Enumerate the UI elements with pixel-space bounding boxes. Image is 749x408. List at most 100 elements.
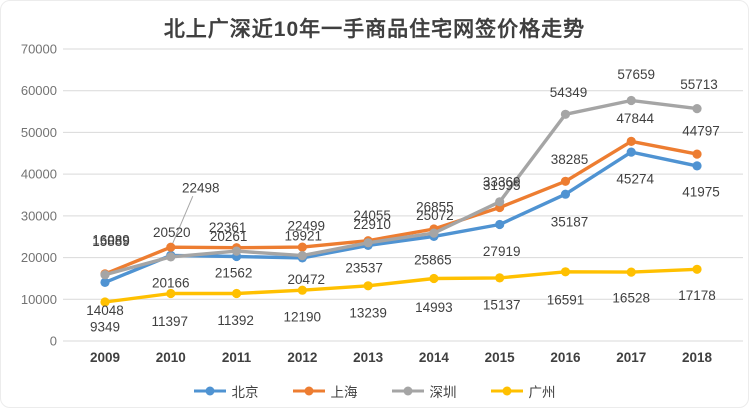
data-label: 22499 <box>288 219 326 234</box>
y-tick-label: 10000 <box>21 292 57 307</box>
data-label: 22498 <box>182 181 220 196</box>
data-point-marker <box>560 109 571 119</box>
data-label: 20520 <box>153 225 191 240</box>
y-tick-label: 0 <box>50 334 57 349</box>
data-label: 22910 <box>353 217 391 232</box>
legend-marker-icon <box>490 386 523 396</box>
data-label: 17178 <box>678 288 716 303</box>
legend-marker-icon <box>391 386 424 396</box>
chart-title: 北上广深近10年一手商品住宅网签价格走势 <box>163 18 586 41</box>
data-point-marker <box>363 281 373 291</box>
data-point-marker <box>363 238 373 248</box>
data-label: 33369 <box>483 174 521 189</box>
data-label: 16591 <box>547 292 585 307</box>
data-label: 19921 <box>285 228 323 243</box>
data-label: 9349 <box>90 320 120 335</box>
data-label: 13239 <box>349 305 387 320</box>
data-label: 38285 <box>551 152 589 167</box>
data-label: 41975 <box>682 184 720 199</box>
data-label: 20261 <box>210 229 248 244</box>
data-label: 55713 <box>680 77 718 92</box>
data-point-marker <box>231 246 242 256</box>
series-line-广州 <box>103 267 699 304</box>
data-point-marker <box>166 242 176 252</box>
x-tick-label: 2010 <box>156 350 186 365</box>
data-label: 24055 <box>353 208 391 223</box>
data-label: 25865 <box>414 253 452 268</box>
data-point-marker <box>495 197 505 207</box>
y-tick-label: 30000 <box>21 208 57 223</box>
data-label-callout-line <box>172 195 194 244</box>
y-tick-label: 60000 <box>21 83 57 98</box>
data-point-marker <box>429 273 439 284</box>
data-point-marker <box>166 288 176 299</box>
data-label: 16089 <box>92 232 130 247</box>
chart-legend: 北京 上海 深圳 广州 <box>1 381 748 401</box>
data-label: 31995 <box>483 178 521 193</box>
data-point-marker <box>560 189 571 199</box>
x-tick-label: 2012 <box>287 350 317 365</box>
data-point-marker <box>626 147 636 157</box>
data-label: 44797 <box>682 124 720 139</box>
data-label: 14993 <box>415 300 453 315</box>
legend-label: 上海 <box>330 385 358 400</box>
data-point-marker <box>626 95 636 106</box>
x-tick-label: 2018 <box>682 350 713 365</box>
data-label: 12190 <box>284 310 322 325</box>
data-point-marker <box>560 267 571 277</box>
data-point-marker <box>297 285 307 295</box>
data-label: 11397 <box>152 314 189 329</box>
data-point-marker <box>495 273 505 283</box>
series-line-深圳 <box>103 98 699 277</box>
data-point-marker <box>560 176 571 186</box>
legend-item-北京: 北京 <box>193 381 259 401</box>
data-label: 26855 <box>416 200 454 215</box>
data-label: 11392 <box>217 313 254 328</box>
legend-marker-icon <box>193 386 226 396</box>
data-point-marker <box>692 149 702 159</box>
data-label: 54349 <box>550 85 588 100</box>
legend-marker-icon <box>292 386 325 396</box>
data-label: 22361 <box>209 220 247 235</box>
x-tick-label: 2016 <box>550 350 581 365</box>
data-label: 16528 <box>612 291 650 306</box>
line-chart: 0 10000 20000 30000 40000 50000 60000 70000 2009… <box>21 42 743 365</box>
data-point-marker <box>692 161 702 171</box>
data-label: 35187 <box>551 215 589 230</box>
legend-item-上海: 上海 <box>292 381 358 401</box>
legend-label: 深圳 <box>429 385 457 400</box>
data-point-marker <box>692 104 702 114</box>
x-tick-label: 2009 <box>90 350 120 365</box>
legend-label: 广州 <box>528 385 556 400</box>
data-point-marker <box>495 219 505 230</box>
data-point-marker <box>297 251 307 261</box>
data-point-marker <box>100 297 110 307</box>
x-tick-label: 2017 <box>616 350 646 365</box>
y-tick-label: 70000 <box>21 42 57 57</box>
data-point-marker <box>100 270 110 280</box>
data-point-marker <box>626 267 636 277</box>
data-point-marker <box>100 277 110 287</box>
data-point-marker <box>166 252 176 262</box>
series-line-北京 <box>103 150 699 285</box>
data-label: 45274 <box>616 172 654 187</box>
data-label: 15889 <box>92 234 130 249</box>
data-label: 23537 <box>345 260 383 275</box>
legend-item-深圳: 深圳 <box>391 381 457 401</box>
x-tick-label: 2014 <box>419 350 450 365</box>
data-point-marker <box>692 264 702 274</box>
data-label: 27919 <box>483 244 521 259</box>
data-label: 20472 <box>288 272 326 287</box>
x-tick-label: 2015 <box>485 350 516 365</box>
series-line-上海 <box>103 139 699 276</box>
data-label: 57659 <box>617 67 655 82</box>
data-label: 47844 <box>616 111 654 126</box>
legend-item-广州: 广州 <box>490 381 556 401</box>
y-tick-label: 50000 <box>21 125 57 140</box>
legend-label: 北京 <box>231 385 259 400</box>
data-point-marker <box>429 228 439 238</box>
data-label: 21562 <box>215 266 253 281</box>
data-point-marker <box>297 242 307 252</box>
data-label: 20166 <box>152 275 190 290</box>
